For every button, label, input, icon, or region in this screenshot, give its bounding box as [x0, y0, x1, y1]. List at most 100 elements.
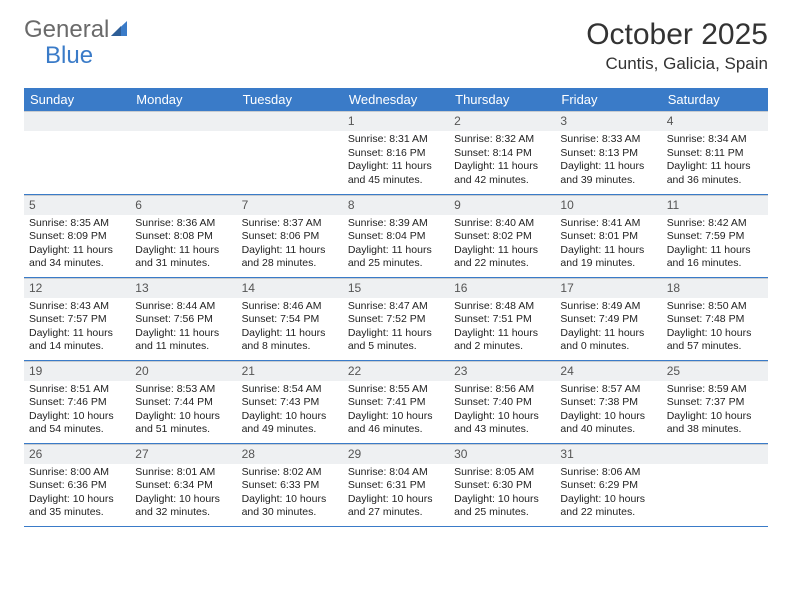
day-details: Sunrise: 8:01 AMSunset: 6:34 PMDaylight:…: [130, 464, 236, 523]
day-number: 24: [555, 361, 661, 381]
calendar-day-cell: 27Sunrise: 8:01 AMSunset: 6:34 PMDayligh…: [130, 443, 236, 526]
day-details: Sunrise: 8:41 AMSunset: 8:01 PMDaylight:…: [555, 215, 661, 274]
day-details: Sunrise: 8:40 AMSunset: 8:02 PMDaylight:…: [449, 215, 555, 274]
calendar-day-cell: 29Sunrise: 8:04 AMSunset: 6:31 PMDayligh…: [343, 443, 449, 526]
calendar-day-cell: 23Sunrise: 8:56 AMSunset: 7:40 PMDayligh…: [449, 360, 555, 443]
calendar-day-cell: [130, 111, 236, 194]
day-details: Sunrise: 8:00 AMSunset: 6:36 PMDaylight:…: [24, 464, 130, 523]
day-number: 26: [24, 444, 130, 464]
day-details: Sunrise: 8:47 AMSunset: 7:52 PMDaylight:…: [343, 298, 449, 357]
day-number: 25: [662, 361, 768, 381]
day-details: Sunrise: 8:39 AMSunset: 8:04 PMDaylight:…: [343, 215, 449, 274]
calendar-day-cell: [237, 111, 343, 194]
day-details: Sunrise: 8:43 AMSunset: 7:57 PMDaylight:…: [24, 298, 130, 357]
day-details: Sunrise: 8:55 AMSunset: 7:41 PMDaylight:…: [343, 381, 449, 440]
day-details: Sunrise: 8:51 AMSunset: 7:46 PMDaylight:…: [24, 381, 130, 440]
calendar-day-cell: 20Sunrise: 8:53 AMSunset: 7:44 PMDayligh…: [130, 360, 236, 443]
day-header: Friday: [555, 88, 661, 111]
day-header-row: SundayMondayTuesdayWednesdayThursdayFrid…: [24, 88, 768, 111]
day-header: Wednesday: [343, 88, 449, 111]
calendar-week-row: 1Sunrise: 8:31 AMSunset: 8:16 PMDaylight…: [24, 111, 768, 194]
day-number: 28: [237, 444, 343, 464]
day-number: 21: [237, 361, 343, 381]
calendar-day-cell: 8Sunrise: 8:39 AMSunset: 8:04 PMDaylight…: [343, 194, 449, 277]
day-number: 4: [662, 111, 768, 131]
day-number: 6: [130, 195, 236, 215]
brand-logo: General: [24, 18, 132, 42]
calendar-day-cell: 7Sunrise: 8:37 AMSunset: 8:06 PMDaylight…: [237, 194, 343, 277]
day-details: Sunrise: 8:49 AMSunset: 7:49 PMDaylight:…: [555, 298, 661, 357]
day-header: Thursday: [449, 88, 555, 111]
calendar-day-cell: 26Sunrise: 8:00 AMSunset: 6:36 PMDayligh…: [24, 443, 130, 526]
day-number: [662, 444, 768, 464]
calendar-day-cell: 21Sunrise: 8:54 AMSunset: 7:43 PMDayligh…: [237, 360, 343, 443]
day-number: [24, 111, 130, 131]
calendar-day-cell: 25Sunrise: 8:59 AMSunset: 7:37 PMDayligh…: [662, 360, 768, 443]
day-details: Sunrise: 8:44 AMSunset: 7:56 PMDaylight:…: [130, 298, 236, 357]
day-details: Sunrise: 8:33 AMSunset: 8:13 PMDaylight:…: [555, 131, 661, 190]
calendar-day-cell: 16Sunrise: 8:48 AMSunset: 7:51 PMDayligh…: [449, 277, 555, 360]
calendar-day-cell: 1Sunrise: 8:31 AMSunset: 8:16 PMDaylight…: [343, 111, 449, 194]
day-number: 14: [237, 278, 343, 298]
day-number: 19: [24, 361, 130, 381]
brand-part1: General: [24, 18, 109, 42]
day-number: [237, 111, 343, 131]
calendar-day-cell: 13Sunrise: 8:44 AMSunset: 7:56 PMDayligh…: [130, 277, 236, 360]
month-title: October 2025: [586, 18, 768, 52]
day-details: Sunrise: 8:02 AMSunset: 6:33 PMDaylight:…: [237, 464, 343, 523]
day-number: [130, 111, 236, 131]
day-details: Sunrise: 8:05 AMSunset: 6:30 PMDaylight:…: [449, 464, 555, 523]
day-number: 22: [343, 361, 449, 381]
day-number: 5: [24, 195, 130, 215]
day-number: 8: [343, 195, 449, 215]
day-number: 18: [662, 278, 768, 298]
day-details: Sunrise: 8:56 AMSunset: 7:40 PMDaylight:…: [449, 381, 555, 440]
day-details: Sunrise: 8:06 AMSunset: 6:29 PMDaylight:…: [555, 464, 661, 523]
day-details: Sunrise: 8:54 AMSunset: 7:43 PMDaylight:…: [237, 381, 343, 440]
day-number: 31: [555, 444, 661, 464]
calendar-day-cell: 15Sunrise: 8:47 AMSunset: 7:52 PMDayligh…: [343, 277, 449, 360]
calendar-day-cell: [24, 111, 130, 194]
day-details: Sunrise: 8:34 AMSunset: 8:11 PMDaylight:…: [662, 131, 768, 190]
calendar-day-cell: 12Sunrise: 8:43 AMSunset: 7:57 PMDayligh…: [24, 277, 130, 360]
day-details: Sunrise: 8:50 AMSunset: 7:48 PMDaylight:…: [662, 298, 768, 357]
day-header: Saturday: [662, 88, 768, 111]
calendar-day-cell: 30Sunrise: 8:05 AMSunset: 6:30 PMDayligh…: [449, 443, 555, 526]
calendar-day-cell: 6Sunrise: 8:36 AMSunset: 8:08 PMDaylight…: [130, 194, 236, 277]
day-details: Sunrise: 8:37 AMSunset: 8:06 PMDaylight:…: [237, 215, 343, 274]
day-header: Tuesday: [237, 88, 343, 111]
calendar-week-row: 26Sunrise: 8:00 AMSunset: 6:36 PMDayligh…: [24, 443, 768, 526]
calendar-day-cell: 11Sunrise: 8:42 AMSunset: 7:59 PMDayligh…: [662, 194, 768, 277]
calendar-day-cell: 4Sunrise: 8:34 AMSunset: 8:11 PMDaylight…: [662, 111, 768, 194]
day-number: 2: [449, 111, 555, 131]
calendar-day-cell: 17Sunrise: 8:49 AMSunset: 7:49 PMDayligh…: [555, 277, 661, 360]
calendar-week-row: 5Sunrise: 8:35 AMSunset: 8:09 PMDaylight…: [24, 194, 768, 277]
calendar-day-cell: 10Sunrise: 8:41 AMSunset: 8:01 PMDayligh…: [555, 194, 661, 277]
calendar-day-cell: 3Sunrise: 8:33 AMSunset: 8:13 PMDaylight…: [555, 111, 661, 194]
calendar-day-cell: 24Sunrise: 8:57 AMSunset: 7:38 PMDayligh…: [555, 360, 661, 443]
day-number: 17: [555, 278, 661, 298]
day-number: 27: [130, 444, 236, 464]
brand-part2: Blue: [45, 42, 93, 70]
day-header: Monday: [130, 88, 236, 111]
day-number: 16: [449, 278, 555, 298]
day-number: 12: [24, 278, 130, 298]
calendar-day-cell: 28Sunrise: 8:02 AMSunset: 6:33 PMDayligh…: [237, 443, 343, 526]
calendar-day-cell: 31Sunrise: 8:06 AMSunset: 6:29 PMDayligh…: [555, 443, 661, 526]
calendar-day-cell: 9Sunrise: 8:40 AMSunset: 8:02 PMDaylight…: [449, 194, 555, 277]
day-details: Sunrise: 8:04 AMSunset: 6:31 PMDaylight:…: [343, 464, 449, 523]
day-number: 10: [555, 195, 661, 215]
day-details: Sunrise: 8:36 AMSunset: 8:08 PMDaylight:…: [130, 215, 236, 274]
calendar-table: SundayMondayTuesdayWednesdayThursdayFrid…: [24, 88, 768, 527]
day-details: Sunrise: 8:35 AMSunset: 8:09 PMDaylight:…: [24, 215, 130, 274]
calendar-day-cell: [662, 443, 768, 526]
day-number: 23: [449, 361, 555, 381]
day-details: Sunrise: 8:42 AMSunset: 7:59 PMDaylight:…: [662, 215, 768, 274]
day-number: 11: [662, 195, 768, 215]
day-number: 1: [343, 111, 449, 131]
calendar-day-cell: 14Sunrise: 8:46 AMSunset: 7:54 PMDayligh…: [237, 277, 343, 360]
calendar-week-row: 12Sunrise: 8:43 AMSunset: 7:57 PMDayligh…: [24, 277, 768, 360]
day-details: Sunrise: 8:57 AMSunset: 7:38 PMDaylight:…: [555, 381, 661, 440]
day-details: Sunrise: 8:53 AMSunset: 7:44 PMDaylight:…: [130, 381, 236, 440]
day-number: 13: [130, 278, 236, 298]
